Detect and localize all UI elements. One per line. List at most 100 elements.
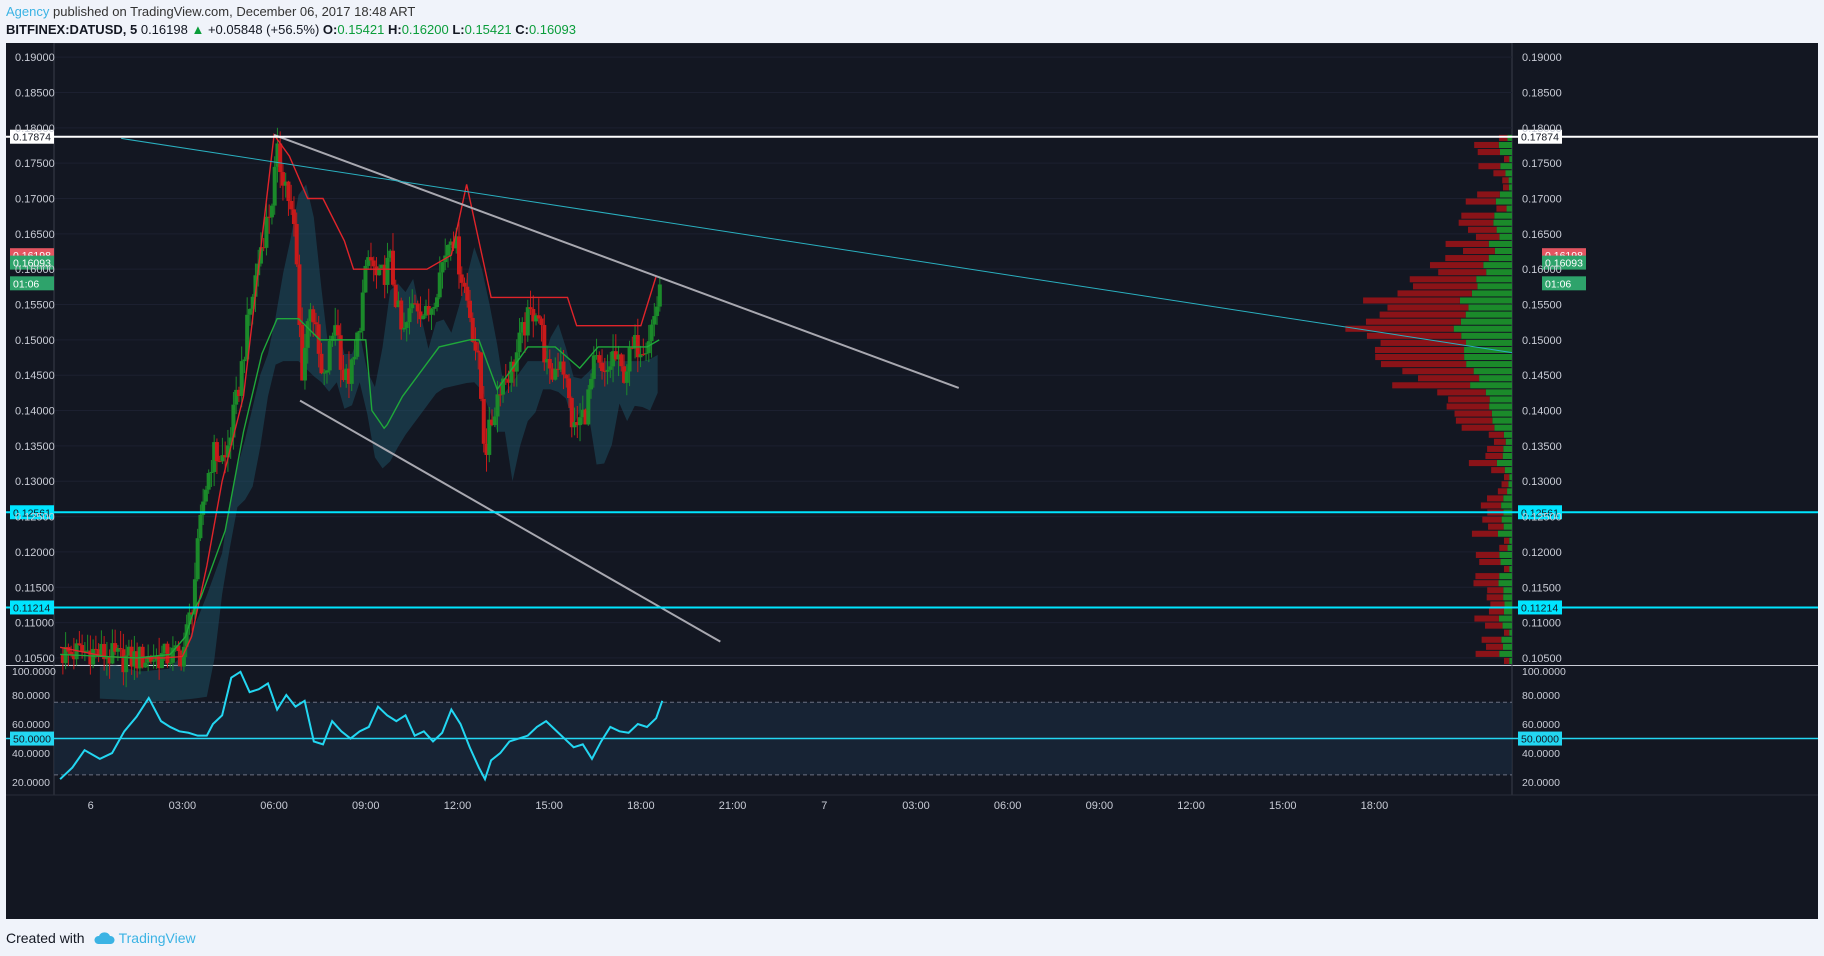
volume-profile-down-bar [1504, 156, 1510, 163]
candle-body [192, 579, 197, 615]
candle-body [652, 316, 657, 325]
candle-body [170, 647, 175, 663]
price-axis-tick-left: 0.18500 [15, 87, 55, 99]
candle-body [385, 257, 390, 285]
price-badge-label: 0.16093 [13, 258, 51, 270]
candle-body [129, 646, 134, 667]
candle-body [313, 322, 318, 325]
candle-body [388, 250, 393, 258]
chart-svg[interactable]: 0.17874 0.17874 0.12561 0.12561 0.11214 0.112… [6, 42, 1818, 919]
candle-body [635, 335, 640, 358]
candle-body [118, 648, 123, 650]
candle-body [509, 361, 514, 383]
candle-body [223, 455, 228, 458]
candle-body [437, 272, 442, 298]
candle-body [528, 307, 533, 310]
volume-profile-down-bar [1480, 502, 1502, 509]
candle-body [126, 646, 131, 656]
candle-body [96, 649, 101, 656]
time-axis-tick: 21:00 [719, 800, 747, 812]
volume-profile-up-bar [1500, 149, 1512, 156]
time-axis-tick: 15:00 [1269, 800, 1297, 812]
time-axis-tick: 12:00 [444, 800, 472, 812]
volume-profile-down-bar [1488, 608, 1504, 615]
candle-body [151, 660, 156, 662]
volume-profile-up-bar [1499, 551, 1512, 558]
volume-profile-down-bar [1486, 643, 1503, 650]
volume-profile-down-bar [1363, 297, 1460, 304]
candle-body [300, 324, 305, 381]
volume-profile-down-bar [1477, 149, 1501, 156]
candle-body [468, 300, 473, 318]
volume-profile-down-bar [1468, 460, 1497, 467]
candle-body [553, 368, 558, 380]
volume-profile-up-bar [1468, 304, 1512, 311]
candle-body [578, 417, 583, 426]
candle-body [71, 654, 76, 660]
candle-body [583, 409, 588, 425]
candle-body [286, 181, 291, 201]
symbol-label[interactable]: BITFINEX:DATUSD, 5 [6, 22, 138, 37]
candle-body [338, 335, 343, 370]
candle-body [352, 356, 357, 360]
price-axis-tick-left: 0.11000 [15, 618, 54, 630]
rsi-mid-badge-label: 50.0000 [13, 734, 51, 746]
time-axis-tick: 18:00 [1361, 800, 1389, 812]
candle-body [429, 308, 434, 315]
volume-profile-up-bar [1496, 460, 1512, 467]
candle-body [401, 327, 406, 330]
candle-body [184, 624, 189, 647]
volume-profile-down-bar [1482, 516, 1502, 523]
volume-profile-down-bar [1387, 304, 1469, 311]
candle-body [556, 368, 561, 370]
volume-profile-up-bar [1489, 396, 1512, 403]
tradingview-link[interactable]: TradingView [93, 930, 196, 946]
candle-body [132, 651, 137, 667]
candle-body [479, 352, 484, 399]
candle-body [487, 419, 492, 455]
candle-body [613, 351, 618, 360]
volume-profile-up-bar [1509, 156, 1512, 163]
volume-profile-up-bar [1459, 297, 1512, 304]
volume-profile-down-bar [1488, 523, 1504, 530]
publisher-link[interactable]: Agency [6, 4, 50, 19]
volume-profile-up-bar [1488, 255, 1512, 262]
candle-body [432, 307, 437, 309]
candle-body [506, 379, 511, 383]
volume-profile-down-bar [1438, 269, 1487, 276]
candle-body [454, 236, 459, 249]
volume-profile-down-bar [1397, 290, 1472, 297]
volume-profile-down-bar [1468, 226, 1497, 233]
publish-info: Agency published on TradingView.com, Dec… [6, 3, 576, 21]
candle-body [368, 257, 373, 261]
price-badge [10, 255, 54, 270]
candle-body [143, 662, 148, 668]
candle-body [633, 335, 638, 349]
candle-body [558, 361, 563, 370]
candle-body [349, 359, 354, 384]
candle-body [330, 335, 335, 341]
candle-body [550, 368, 555, 380]
volume-profile-down-bar [1487, 587, 1504, 594]
candle-body [113, 643, 118, 652]
volume-profile-up-bar [1461, 332, 1512, 339]
candle-body [602, 371, 607, 373]
candle-body [619, 354, 624, 367]
candle-body [322, 372, 327, 374]
candle-body [426, 306, 431, 315]
candle-body [234, 389, 239, 405]
rsi-axis-tick-right: 40.0000 [1522, 748, 1560, 760]
price-axis-tick-right: 0.17500 [1522, 158, 1562, 170]
candle-body [335, 325, 340, 336]
trendline-long-resistance [121, 137, 1513, 354]
chart-area[interactable]: 0.17874 0.17874 0.12561 0.12561 0.11214 0.112… [6, 42, 1818, 919]
rsi-mid-badge-label: 50.0000 [1521, 734, 1559, 746]
candle-body [589, 378, 594, 390]
candle-body [448, 241, 453, 245]
volume-profile-up-bar [1488, 240, 1512, 247]
candle-body [473, 341, 478, 351]
candle-body [272, 166, 277, 206]
up-triangle-icon: ▲ [191, 22, 205, 37]
volume-profile-up-bar [1464, 346, 1512, 353]
candle-body [69, 651, 74, 655]
